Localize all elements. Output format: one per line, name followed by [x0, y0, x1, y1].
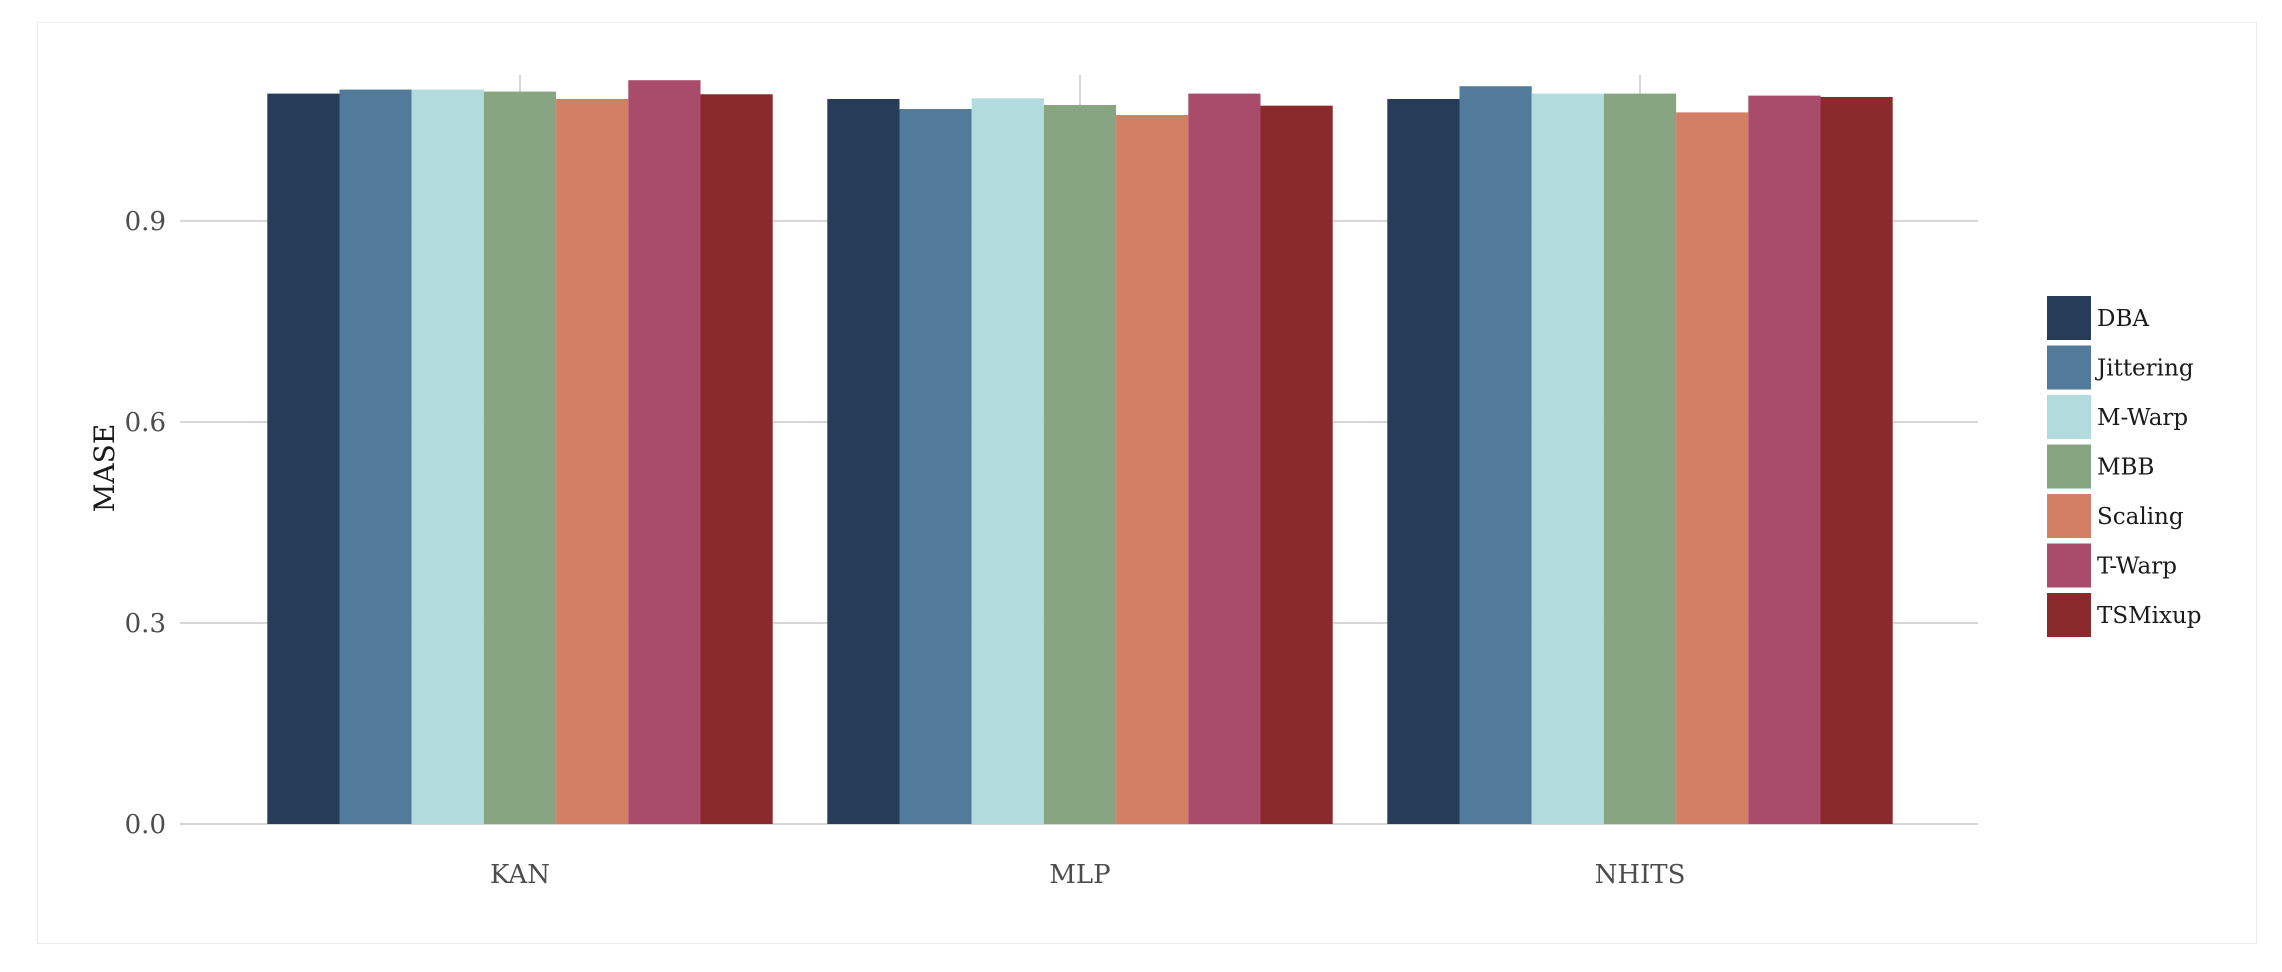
- x-tick-label: KAN: [490, 860, 550, 890]
- bar-dba-mlp: [827, 98, 900, 824]
- y-tick-label: 0.9: [125, 207, 166, 237]
- bar-tsmixup-kan: [700, 94, 773, 825]
- bar-scaling-mlp: [1116, 115, 1189, 825]
- legend-label: Jittering: [2095, 356, 2194, 382]
- bar-m-warp-mlp: [971, 98, 1044, 825]
- bar-tsmixup-mlp: [1260, 105, 1333, 824]
- y-tick-label: 0.0: [125, 810, 166, 840]
- legend-key-t-warp: [2047, 543, 2091, 588]
- bar-m-warp-nhits: [1531, 93, 1604, 825]
- x-tick-label: NHITS: [1595, 860, 1686, 890]
- legend-label: TSMixup: [2097, 603, 2202, 629]
- legend-key-m-warp: [2047, 395, 2091, 439]
- y-tick-label: 0.6: [125, 408, 166, 438]
- bar-tsmixup-nhits: [1820, 96, 1893, 824]
- legend-key-jittering: [2047, 345, 2091, 390]
- bar-scaling-nhits: [1676, 112, 1749, 824]
- legend-label: M-Warp: [2097, 405, 2188, 431]
- legend-key-mbb: [2047, 444, 2091, 489]
- bars: [267, 80, 1893, 825]
- legend-key-tsmixup: [2047, 593, 2091, 637]
- bar-m-warp-kan: [411, 89, 484, 825]
- bar-mbb-nhits: [1603, 93, 1677, 825]
- bar-dba-nhits: [1387, 98, 1460, 824]
- legend: DBA Jittering M-Warp MBB Scaling T-Warp TSMixu…: [2047, 296, 2202, 637]
- x-tick-label: MLP: [1049, 860, 1110, 890]
- bar-dba-kan: [267, 93, 340, 825]
- legend-label: DBA: [2097, 306, 2149, 332]
- bar-t-warp-nhits: [1748, 95, 1821, 825]
- bar-t-warp-mlp: [1188, 93, 1261, 825]
- y-tick-label: 0.3: [125, 609, 166, 639]
- legend-label: Scaling: [2097, 504, 2184, 530]
- legend-label: T-Warp: [2097, 554, 2177, 580]
- bar-scaling-kan: [556, 98, 629, 824]
- bar-mbb-kan: [483, 91, 557, 825]
- bar-jittering-kan: [339, 89, 412, 825]
- legend-key-scaling: [2047, 494, 2091, 538]
- bar-t-warp-kan: [628, 80, 701, 824]
- bar-jittering-nhits: [1459, 86, 1532, 824]
- bar-mbb-mlp: [1043, 104, 1117, 824]
- bar-jittering-mlp: [899, 109, 972, 825]
- legend-key-dba: [2047, 296, 2091, 340]
- axes: 0.0 0.3 0.6 0.9 KAN MLP NHITS: [125, 207, 1686, 890]
- y-axis-title: MASE: [88, 424, 121, 513]
- legend-label: MBB: [2097, 455, 2154, 481]
